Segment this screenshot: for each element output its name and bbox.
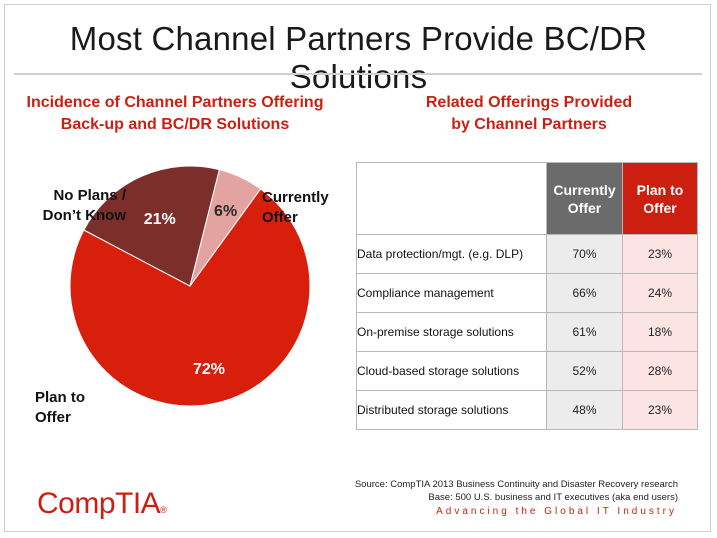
table-header-row: Currently Offer Plan to Offer [356, 162, 698, 235]
table-header-blank [356, 162, 547, 235]
table-cell-currently: 48% [546, 390, 623, 430]
offerings-table: Currently Offer Plan to Offer Data prote… [356, 162, 698, 430]
table-row: Cloud-based storage solutions 52% 28% [356, 351, 698, 391]
pie-label-plan: Plan to Offer [35, 388, 85, 428]
pie-label-noplans-line-2: Don’t Know [42, 207, 126, 224]
pie-subtitle: Incidence of Channel Partners Offering B… [20, 92, 330, 136]
table-cell-currently: 66% [546, 273, 623, 313]
table-header-plan-line-2: Offer [643, 199, 677, 216]
table-cell-currently: 52% [546, 351, 623, 391]
table-row-label: Compliance management [356, 273, 547, 313]
table-header-currently: Currently Offer [546, 162, 623, 235]
table-row-label: Cloud-based storage solutions [356, 351, 547, 391]
pie-slice-noplans [189, 169, 262, 287]
source-note: Source: CompTIA 2013 Business Continuity… [355, 478, 678, 504]
pie-label-noplans-line-1: No Plans / [53, 187, 126, 204]
tagline: Advancing the Global IT Industry [436, 506, 677, 517]
table-subtitle-line-1: Related Offerings Provided [425, 94, 633, 111]
pie-slice-currently [69, 188, 311, 407]
pie-slices [69, 166, 311, 407]
table-header-plan: Plan to Offer [622, 162, 698, 235]
table-cell-currently: 61% [546, 312, 623, 352]
pie-label-noplans: No Plans / Don’t Know [22, 186, 126, 226]
table-cell-plan: 23% [622, 390, 698, 430]
pie-label-currently-line-2: Offer [262, 209, 298, 226]
pie-pct-plan: 21% [144, 211, 176, 228]
pie-pct-currently: 72% [193, 361, 225, 378]
pie-label-currently-line-1: Currently [262, 189, 329, 206]
table-subtitle-line-2: by Channel Partners [451, 116, 607, 133]
title-divider [14, 73, 702, 75]
source-line-2: Base: 500 U.S. business and IT executive… [428, 492, 678, 503]
pie-label-plan-line-1: Plan to [35, 389, 86, 406]
pie-label-currently: Currently Offer [262, 188, 329, 228]
table-cell-plan: 23% [622, 234, 698, 274]
table-row: Distributed storage solutions 48% 23% [356, 390, 698, 430]
pie-subtitle-line-2: Back-up and BC/DR Solutions [60, 116, 290, 133]
table-row-label: Distributed storage solutions [356, 390, 547, 430]
table-row: On-premise storage solutions 61% 18% [356, 312, 698, 352]
table-row: Compliance management 66% 24% [356, 273, 698, 313]
table-subtitle: Related Offerings Provided by Channel Pa… [370, 92, 688, 136]
logo-registered-mark: ® [160, 505, 167, 515]
pie-pct-noplans: 6% [214, 203, 237, 220]
table-row: Data protection/mgt. (e.g. DLP) 70% 23% [356, 234, 698, 274]
table-cell-plan: 28% [622, 351, 698, 391]
table-cell-currently: 70% [546, 234, 623, 274]
slide-frame [4, 4, 711, 532]
table-row-label: On-premise storage solutions [356, 312, 547, 352]
pie-slice-plan [83, 166, 221, 287]
table-header-currently-line-1: Currently [553, 181, 616, 198]
slide-title: Most Channel Partners Provide BC/DR Solu… [69, 20, 648, 95]
table-header-currently-line-2: Offer [567, 199, 602, 216]
table-cell-plan: 24% [622, 273, 698, 313]
source-line-1: Source: CompTIA 2013 Business Continuity… [354, 479, 678, 490]
logo-text: CompTIA [37, 487, 161, 520]
pie-subtitle-line-1: Incidence of Channel Partners Offering [26, 94, 324, 111]
pie-label-plan-line-2: Offer [35, 409, 71, 426]
table-row-label: Data protection/mgt. (e.g. DLP) [356, 234, 547, 274]
pie-chart: 72% 21% 6% [69, 166, 311, 407]
comptia-logo: CompTIA® [37, 487, 167, 521]
table-header-plan-line-1: Plan to [636, 181, 684, 198]
table-cell-plan: 18% [622, 312, 698, 352]
